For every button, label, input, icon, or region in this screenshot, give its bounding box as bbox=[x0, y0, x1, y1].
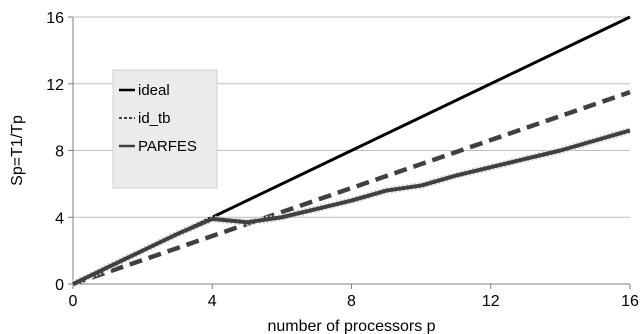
y-tick-label-16: 16 bbox=[46, 10, 64, 27]
axes bbox=[68, 16, 631, 289]
y-tick-label-0: 0 bbox=[55, 277, 64, 294]
series-parfes-line bbox=[72, 128, 631, 286]
series-id-tb-line bbox=[72, 89, 631, 287]
x-tick-label-4: 4 bbox=[208, 293, 217, 310]
y-axis-label: Sp=T1/Tp bbox=[9, 115, 26, 186]
tick-labels: 0 4 8 12 16 0 4 8 12 16 bbox=[46, 10, 639, 310]
y-tick-label-8: 8 bbox=[55, 144, 64, 161]
x-tick-label-12: 12 bbox=[482, 293, 500, 310]
series-group bbox=[71, 15, 631, 288]
x-tick-label-0: 0 bbox=[69, 293, 78, 310]
legend-label-ideal: ideal bbox=[138, 82, 170, 99]
x-tick-label-16: 16 bbox=[621, 293, 639, 310]
x-axis-label: number of processors p bbox=[267, 318, 435, 334]
legend: ideal id_tb PARFES bbox=[112, 69, 218, 189]
y-tick-label-4: 4 bbox=[55, 210, 64, 227]
y-tick-label-12: 12 bbox=[46, 77, 64, 94]
legend-label-parfes: PARFES bbox=[138, 138, 197, 155]
legend-label-id-tb: id_tb bbox=[138, 110, 171, 127]
x-tick-label-8: 8 bbox=[347, 293, 356, 310]
